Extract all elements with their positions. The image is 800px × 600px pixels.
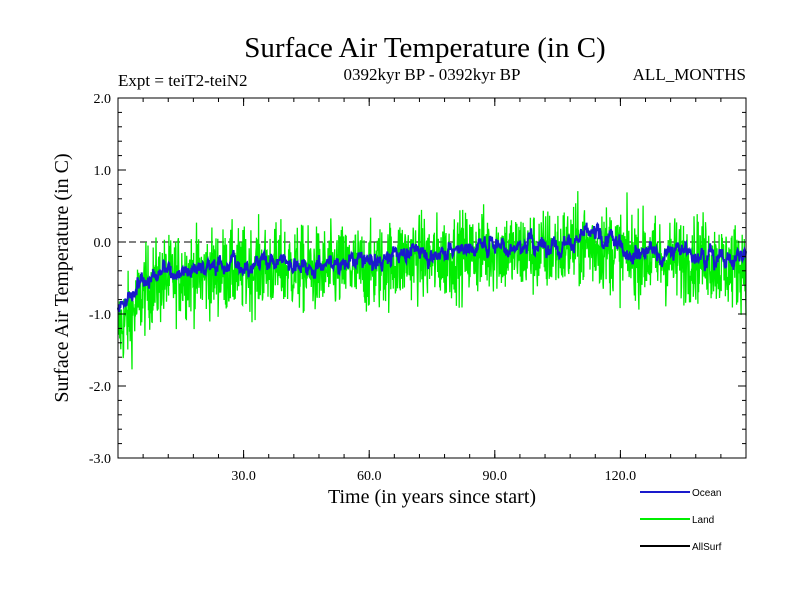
y-tick-label: -2.0 bbox=[89, 380, 111, 395]
y-tick-label: -1.0 bbox=[89, 308, 111, 323]
legend-label-land: Land bbox=[692, 515, 714, 526]
y-tick-label: 2.0 bbox=[94, 92, 112, 107]
period-label: ALL_MONTHS bbox=[633, 65, 746, 84]
legend: Ocean Land AllSurf bbox=[640, 488, 722, 553]
legend-label-ocean: Ocean bbox=[692, 488, 721, 499]
legend-label-allsurf: AllSurf bbox=[692, 542, 722, 553]
x-tick-label: 120.0 bbox=[605, 469, 637, 484]
x-tick-label: 60.0 bbox=[357, 469, 382, 484]
x-axis-label: Time (in years since start) bbox=[328, 486, 536, 508]
x-tick-label: 30.0 bbox=[231, 469, 256, 484]
axes: -3.0 -2.0 -1.0 0.0 1.0 2.0 30.0 60.0 90.0 120.0 bbox=[89, 92, 747, 484]
chart-title: Surface Air Temperature (in C) bbox=[244, 32, 605, 64]
series-line-ocean bbox=[117, 221, 747, 313]
x-tick-label: 90.0 bbox=[483, 469, 508, 484]
y-axis-label: Surface Air Temperature (in C) bbox=[51, 153, 73, 402]
y-tick-label: -3.0 bbox=[89, 452, 111, 467]
plot-frame bbox=[117, 97, 747, 459]
experiment-label: Expt = teiT2-teiN2 bbox=[118, 71, 248, 90]
y-tick-label: 0.0 bbox=[94, 236, 112, 251]
plot-area bbox=[117, 191, 747, 370]
y-tick-label: 1.0 bbox=[94, 164, 112, 179]
chart-subtitle: 0392kyr BP - 0392kyr BP bbox=[344, 65, 521, 84]
